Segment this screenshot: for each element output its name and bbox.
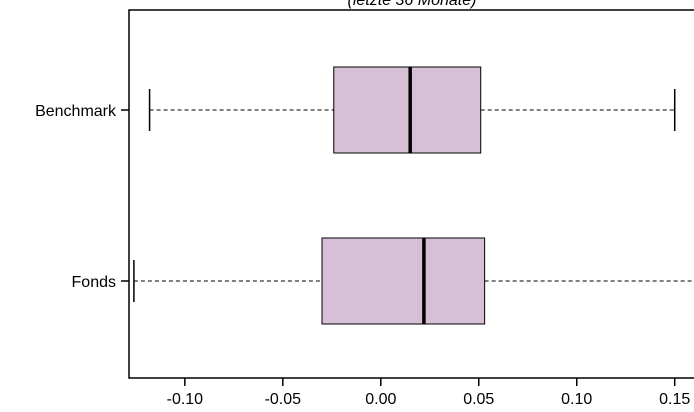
x-tick-label: -0.05	[265, 391, 302, 408]
box-fonds	[321, 237, 486, 325]
box-group	[133, 66, 694, 325]
box-benchmark	[333, 66, 482, 154]
x-tick-label: 0.10	[561, 391, 592, 408]
x-tick-label: 0.05	[463, 391, 494, 408]
x-tick-label: -0.10	[167, 391, 204, 408]
x-tick-label: 0.15	[659, 391, 690, 408]
category-label-fonds: Fonds	[72, 274, 116, 291]
category-label-benchmark: Benchmark	[35, 103, 117, 120]
plot-frame	[128, 9, 694, 379]
x-axis: -0.10 -0.05 0.00 0.05 0.10 0.15	[167, 378, 690, 408]
y-axis: Benchmark Fonds	[35, 103, 129, 291]
x-tick-label: 0.00	[365, 391, 396, 408]
chart-subtitle: (letzte 36 Monate)	[348, 0, 477, 9]
